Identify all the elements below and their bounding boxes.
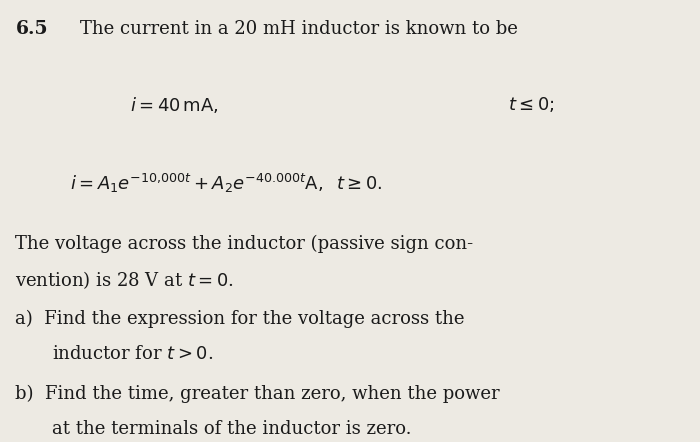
Text: $i = 40\,\mathrm{mA},$: $i = 40\,\mathrm{mA},$ — [130, 95, 218, 115]
Text: The voltage across the inductor (passive sign con-: The voltage across the inductor (passive… — [15, 234, 473, 252]
Text: at the terminals of the inductor is zero.: at the terminals of the inductor is zero… — [52, 420, 412, 438]
Text: $i = A_1 e^{-10{,}000t} + A_2 e^{-40.000t}\mathrm{A},\;\; t \geq 0.$: $i = A_1 e^{-10{,}000t} + A_2 e^{-40.000… — [70, 172, 382, 195]
Text: b)  Find the time, greater than zero, when the power: b) Find the time, greater than zero, whe… — [15, 385, 500, 403]
Text: $t \leq 0;$: $t \leq 0;$ — [508, 95, 554, 114]
Text: inductor for $t > 0$.: inductor for $t > 0$. — [52, 345, 214, 363]
Text: vention) is 28 V at $t = 0$.: vention) is 28 V at $t = 0$. — [15, 270, 234, 291]
Text: 6.5: 6.5 — [15, 20, 48, 38]
Text: a)  Find the expression for the voltage across the: a) Find the expression for the voltage a… — [15, 309, 465, 328]
Text: The current in a 20 mH inductor is known to be: The current in a 20 mH inductor is known… — [80, 20, 519, 38]
